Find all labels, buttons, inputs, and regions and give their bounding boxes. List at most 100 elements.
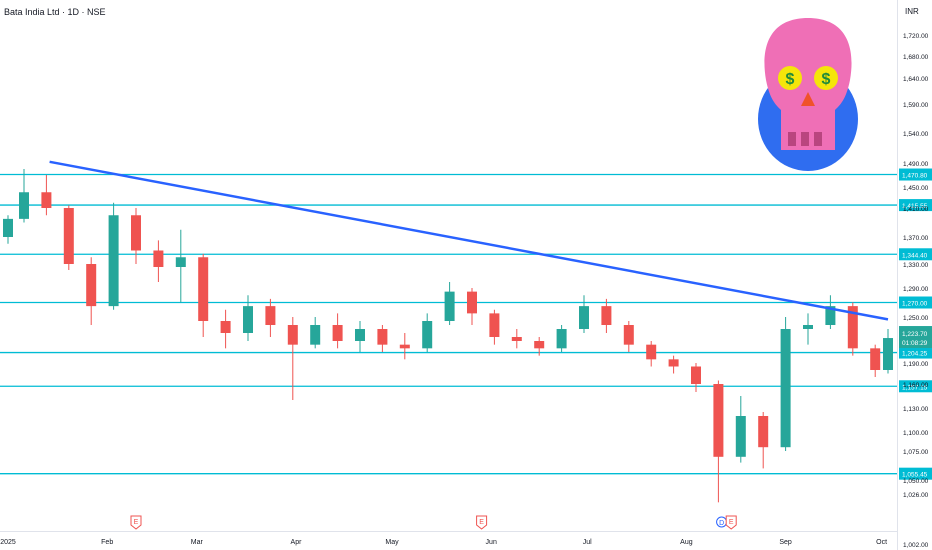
level-label-bg <box>899 346 932 359</box>
candle-body <box>63 208 74 264</box>
event-label: E <box>134 519 139 526</box>
horizontal-levels <box>0 173 897 475</box>
candle-body <box>735 416 746 457</box>
y-tick-label: 1,002.00 <box>903 542 929 549</box>
candle-body <box>287 325 298 345</box>
y-tick-label: 1,720.00 <box>903 33 929 40</box>
candle-body <box>883 338 893 370</box>
candle-body <box>153 250 164 267</box>
earnings-marker <box>476 515 488 530</box>
trendline-group <box>49 160 889 321</box>
event-label: E <box>729 519 734 526</box>
candle-body <box>220 321 231 333</box>
x-tick-label: Apr <box>291 539 303 546</box>
time-axis-separator <box>0 531 897 532</box>
x-tick-label: Jul <box>583 539 592 546</box>
candle-body <box>668 359 679 367</box>
candle-body <box>489 313 500 337</box>
y-tick-label: 1,050.00 <box>903 478 929 485</box>
skull-mascot: $ $ <box>758 18 858 171</box>
level-label: 1,204.25 <box>902 351 928 358</box>
candle-body <box>511 337 522 341</box>
candle-body <box>825 306 836 325</box>
level-label-bg <box>899 380 932 393</box>
level-label-bg <box>899 168 932 181</box>
x-tick-label: May <box>385 539 399 546</box>
y-tick-label: 1,160.00 <box>903 382 929 389</box>
candle-body <box>399 344 410 349</box>
y-tick-label: 1,450.00 <box>903 185 929 192</box>
x-tick-label: Jun <box>486 539 497 546</box>
left-eye <box>778 66 802 90</box>
skull-tooth <box>814 132 822 146</box>
dollar-sign: $ <box>822 71 831 88</box>
candle-body <box>758 416 769 448</box>
level-label: 1,055.45 <box>902 472 928 479</box>
x-tick-label: Sep <box>779 539 792 546</box>
level-label: 1,270.00 <box>902 301 928 308</box>
level-label: 1,415.55 <box>902 203 928 210</box>
candle-body <box>467 291 477 314</box>
candle-body <box>332 325 343 341</box>
price-axis: 1,470.80 1,415.55 1,344.40 1,270.00 1,204.25… <box>899 33 932 549</box>
y-tick-label: 1,026.00 <box>903 492 929 499</box>
candle-body <box>175 257 186 267</box>
y-tick-label: 1,540.00 <box>903 131 929 138</box>
candle-body <box>3 218 13 237</box>
candle-body <box>265 306 276 325</box>
candle-body <box>646 344 657 360</box>
candle-body <box>355 329 365 341</box>
y-tick-label: 1,410.00 <box>903 206 929 213</box>
candle-body <box>243 306 253 333</box>
skull-tooth <box>801 132 809 146</box>
skull-tooth <box>788 132 796 146</box>
candle-body <box>131 215 141 251</box>
x-tick-label: 2025 <box>0 539 16 546</box>
y-tick-label: 1,190.00 <box>903 361 929 368</box>
event-label: E <box>479 519 484 526</box>
y-tick-label: 1,680.00 <box>903 54 929 61</box>
candle-body <box>108 215 119 307</box>
candle-body <box>198 257 209 321</box>
level-label-bg <box>899 248 932 261</box>
earnings-marker <box>130 515 142 530</box>
chart-title: Bata India Ltd · 1D · NSE <box>4 7 106 17</box>
candle-body <box>19 192 29 219</box>
y-tick-label: 1,075.00 <box>903 449 929 456</box>
price-axis-separator <box>897 0 898 550</box>
trendline <box>49 160 889 321</box>
level-label: 1,157.15 <box>902 384 928 391</box>
last-price-bg <box>899 326 932 349</box>
y-tick-label: 1,100.00 <box>903 430 929 437</box>
candles <box>3 169 893 503</box>
candle-body <box>310 325 321 345</box>
y-tick-label: 1,290.00 <box>903 286 929 293</box>
skull-head <box>764 18 852 150</box>
candle-body <box>691 366 701 384</box>
level-label-bg <box>899 467 932 480</box>
candle-body <box>847 306 858 349</box>
skull-nose <box>801 92 815 106</box>
level-label: 1,470.80 <box>902 173 928 180</box>
x-tick-label: Mar <box>191 539 204 546</box>
event-label: D <box>719 520 724 527</box>
currency-label: INR <box>905 7 919 16</box>
candle-body <box>444 291 455 321</box>
candle-body <box>41 192 52 208</box>
candle-body <box>713 384 724 457</box>
time-axis: 2025 Feb Mar Apr May Jun Jul Aug Sep Oct <box>0 539 887 546</box>
level-label: 1,344.40 <box>902 252 928 259</box>
y-tick-label: 1,490.00 <box>903 161 929 168</box>
x-tick-label: Aug <box>680 539 693 546</box>
y-tick-label: 1,130.00 <box>903 406 929 413</box>
level-label-bg <box>899 199 932 212</box>
candle-body <box>623 325 634 345</box>
y-tick-label: 1,330.00 <box>903 262 929 269</box>
candle-body <box>422 321 433 349</box>
earnings-marker <box>725 515 737 530</box>
candle-body <box>534 341 545 349</box>
right-eye <box>814 66 838 90</box>
countdown-label: 01:08:29 <box>902 340 928 347</box>
